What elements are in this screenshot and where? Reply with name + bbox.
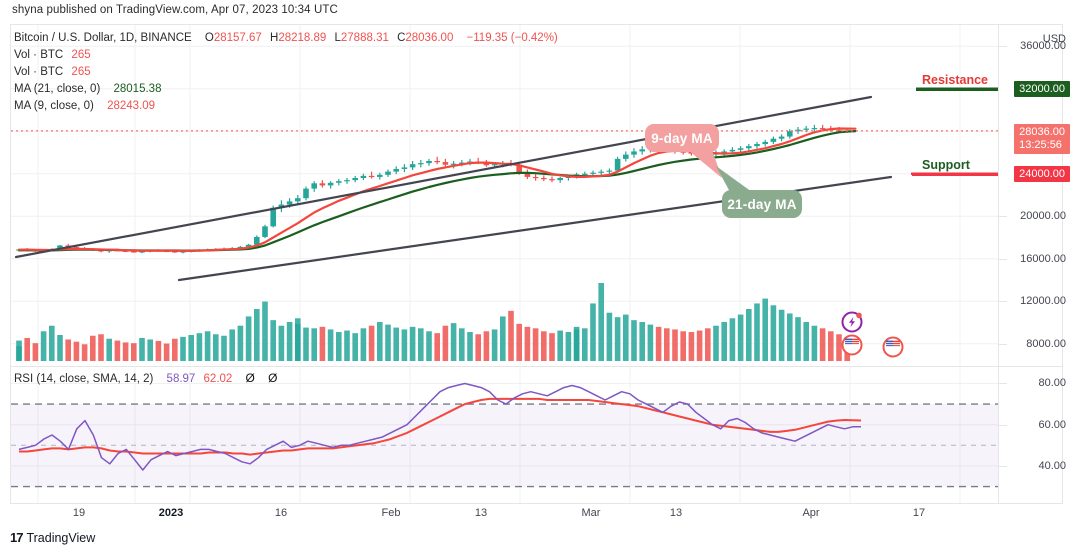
resistance-line[interactable] [916, 88, 998, 91]
axis-tick [999, 465, 1007, 467]
rsi-tick-80: 80.00 [1038, 377, 1066, 390]
rsi-eye-icon[interactable]: Ø [245, 371, 255, 385]
legend-volume-label-1: Vol · BTC [14, 49, 64, 61]
legend-high-label: H [270, 32, 279, 44]
axis-tick [999, 301, 1007, 303]
ma9-callout[interactable]: 9-day MA [645, 124, 719, 152]
legend-volume-value-1: 265 [71, 49, 91, 61]
legend-open-value: 28157.67 [213, 32, 262, 44]
price-tick-16000: 16000.00 [1020, 252, 1066, 265]
legend-row-ma9[interactable]: MA (9, close, 0) 28243.09 [14, 98, 558, 115]
rsi-plot[interactable] [11, 367, 998, 503]
time-tick-6: 13 [669, 507, 683, 519]
legend-ma9-label: MA (9, close, 0) [14, 100, 94, 112]
rsi-legend-value: 58.97 [166, 373, 196, 385]
chart-legend: Bitcoin / U.S. Dollar, 1D, BINANCE O2815… [14, 30, 558, 115]
price-axis-unit: USD [1042, 33, 1066, 45]
time-tick-5: Mar [581, 507, 601, 519]
rsi-legend-sma-value: 62.02 [203, 373, 233, 385]
legend-symbol: Bitcoin / U.S. Dollar, 1D, BINANCE [14, 32, 192, 44]
price-axis-separator [998, 24, 999, 504]
time-tick-2: 16 [274, 507, 288, 519]
bar-countdown: 13:25:56 [1019, 138, 1062, 151]
time-tick-0: 19 [72, 507, 86, 519]
legend-change: −119.35 (−0.42%) [466, 32, 558, 44]
resistance-label: Resistance [922, 72, 989, 87]
rsi-svg [11, 367, 998, 503]
legend-high-value: 28218.89 [278, 32, 327, 44]
rsi-tick-60: 60.00 [1038, 418, 1066, 431]
support-label: Support [922, 157, 970, 172]
tradingview-footer: 17 TradingView [10, 530, 95, 545]
rsi-legend-title: RSI (14, close, SMA, 14, 2) [14, 373, 154, 385]
legend-close-value: 28036.00 [405, 32, 454, 44]
tradingview-wordmark: TradingView [26, 530, 96, 545]
legend-ma21-label: MA (21, close, 0) [14, 83, 101, 95]
legend-ma21-value: 28015.38 [113, 83, 162, 95]
publisher-byline: shyna published on TradingView.com, Apr … [12, 4, 338, 16]
price-tick-20000: 20000.00 [1020, 210, 1066, 223]
chart-frame [10, 24, 1063, 504]
current-price-value: 28036.00 [1019, 125, 1065, 138]
time-axis[interactable]: 19 2023 16 Feb 13 Mar 13 Apr 17 [11, 504, 998, 526]
time-tick-8: 17 [912, 507, 926, 519]
ma21-callout[interactable]: 21-day MA [722, 190, 802, 218]
tradingview-logo-icon: 17 [10, 530, 24, 545]
time-tick-4: 13 [474, 507, 488, 519]
rsi-tick-40: 40.00 [1038, 459, 1066, 472]
time-tick-1: 2023 [158, 507, 184, 519]
price-tick-8000: 8000.00 [1026, 337, 1066, 350]
legend-row-volume-1[interactable]: Vol · BTC 265 [14, 47, 558, 64]
legend-low-value: 27888.31 [340, 32, 389, 44]
legend-ma9-value: 28243.09 [107, 100, 156, 112]
price-axis[interactable]: USD 36000.00 20000.00 16000.00 12000.00 8000… [999, 25, 1072, 503]
pane-separator [10, 366, 1063, 367]
legend-low-label: L [334, 32, 341, 44]
time-tick-3: Feb [381, 507, 401, 519]
legend-volume-value-2: 265 [71, 66, 91, 78]
support-line[interactable] [912, 173, 998, 176]
axis-tick [999, 424, 1007, 426]
time-tick-7: Apr [802, 507, 820, 519]
price-tick-36000: 36000.00 [1020, 40, 1066, 53]
legend-row-volume-2[interactable]: Vol · BTC 265 [14, 64, 558, 81]
price-tick-12000: 12000.00 [1020, 295, 1066, 308]
axis-tick [999, 383, 1007, 385]
rsi-settings-icon[interactable]: Ø [268, 371, 278, 385]
resistance-price-badge[interactable]: 32000.00 [1014, 80, 1070, 97]
axis-tick [999, 258, 1007, 260]
legend-volume-label-2: Vol · BTC [14, 66, 64, 78]
axis-tick [999, 46, 1007, 48]
legend-row-symbol[interactable]: Bitcoin / U.S. Dollar, 1D, BINANCE O2815… [14, 30, 558, 47]
current-price-badge[interactable]: 28036.00 13:25:56 [1014, 123, 1070, 154]
axis-tick [999, 216, 1007, 218]
axis-tick [999, 343, 1007, 345]
legend-close-label: C [397, 32, 406, 44]
legend-open-label: O [204, 32, 214, 44]
rsi-legend[interactable]: RSI (14, close, SMA, 14, 2) 58.97 62.02 … [14, 371, 277, 385]
support-price-badge[interactable]: 24000.00 [1014, 165, 1070, 182]
legend-row-ma21[interactable]: MA (21, close, 0) 28015.38 [14, 81, 558, 98]
